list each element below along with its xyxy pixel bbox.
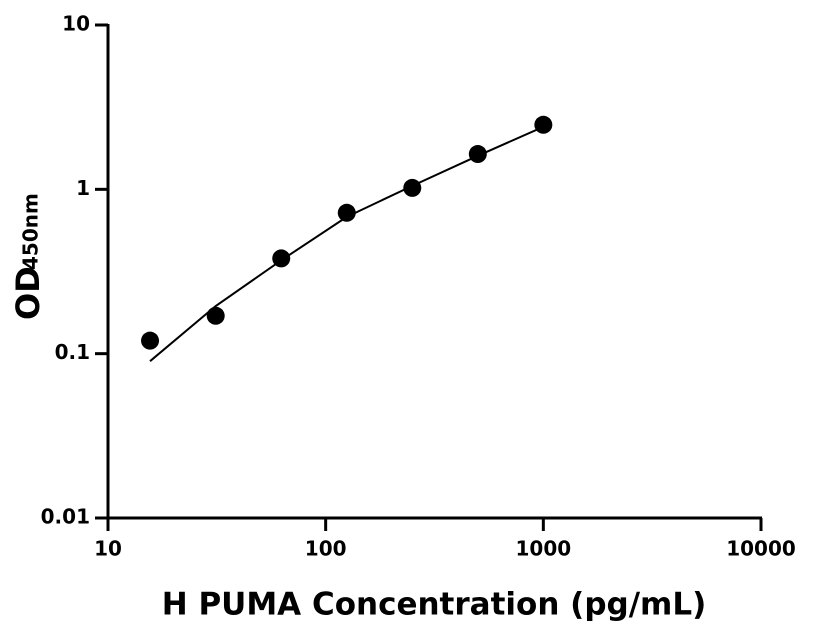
y-axis-label: OD xyxy=(9,266,47,320)
x-tick-label: 10000 xyxy=(726,537,796,561)
data-point xyxy=(272,249,291,268)
x-tick-label: 10 xyxy=(94,537,122,561)
y-axis-label-group: OD 450nm xyxy=(9,193,47,320)
data-point xyxy=(403,178,422,197)
y-tick-label: 0.1 xyxy=(55,340,90,364)
fit-curve xyxy=(149,125,544,362)
data-point xyxy=(141,331,160,350)
data-point xyxy=(534,115,553,134)
y-tick-label: 1 xyxy=(76,176,90,200)
y-tick-label: 0.01 xyxy=(41,505,90,529)
x-tick-label: 1000 xyxy=(515,537,571,561)
y-tick-label: 10 xyxy=(62,12,90,36)
data-point xyxy=(468,145,487,164)
x-tick-label: 100 xyxy=(305,537,347,561)
y-axis-label-sub: 450nm xyxy=(19,193,43,270)
data-point xyxy=(337,203,356,222)
x-axis-label: H PUMA Concentration (pg/mL) xyxy=(162,587,707,623)
data-point xyxy=(206,306,225,325)
